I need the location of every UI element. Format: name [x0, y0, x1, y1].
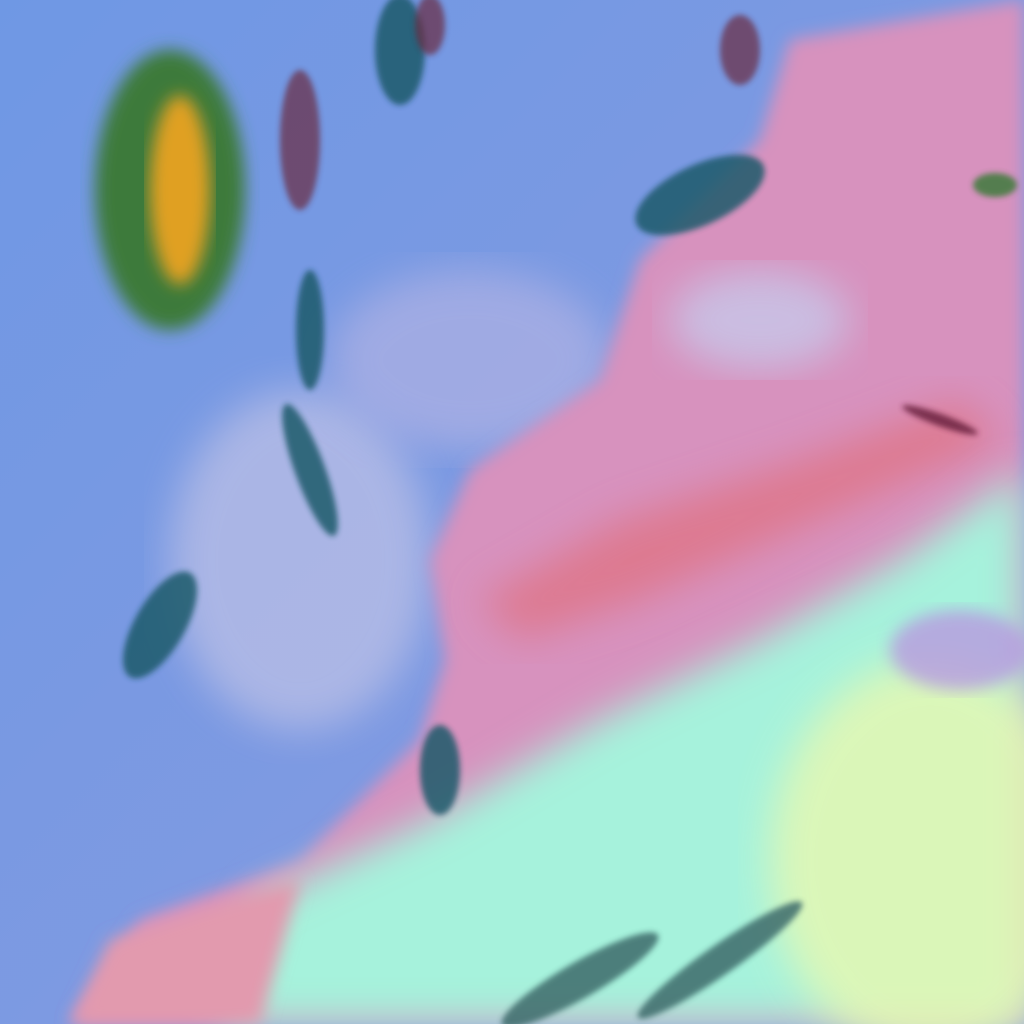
- land-pale-plateau: [670, 270, 850, 370]
- ocean-haze: [170, 390, 430, 730]
- coast-pink: [70, 880, 300, 1024]
- ocean-haze-north: [330, 270, 610, 450]
- desert-lavender: [890, 610, 1024, 690]
- land-red-atlas: [480, 400, 1000, 640]
- cloud-speckles: [280, 0, 760, 210]
- cloud-orange-core: [150, 95, 210, 285]
- dark-clouds: [123, 0, 1017, 1024]
- desert-yellow: [770, 660, 1024, 1024]
